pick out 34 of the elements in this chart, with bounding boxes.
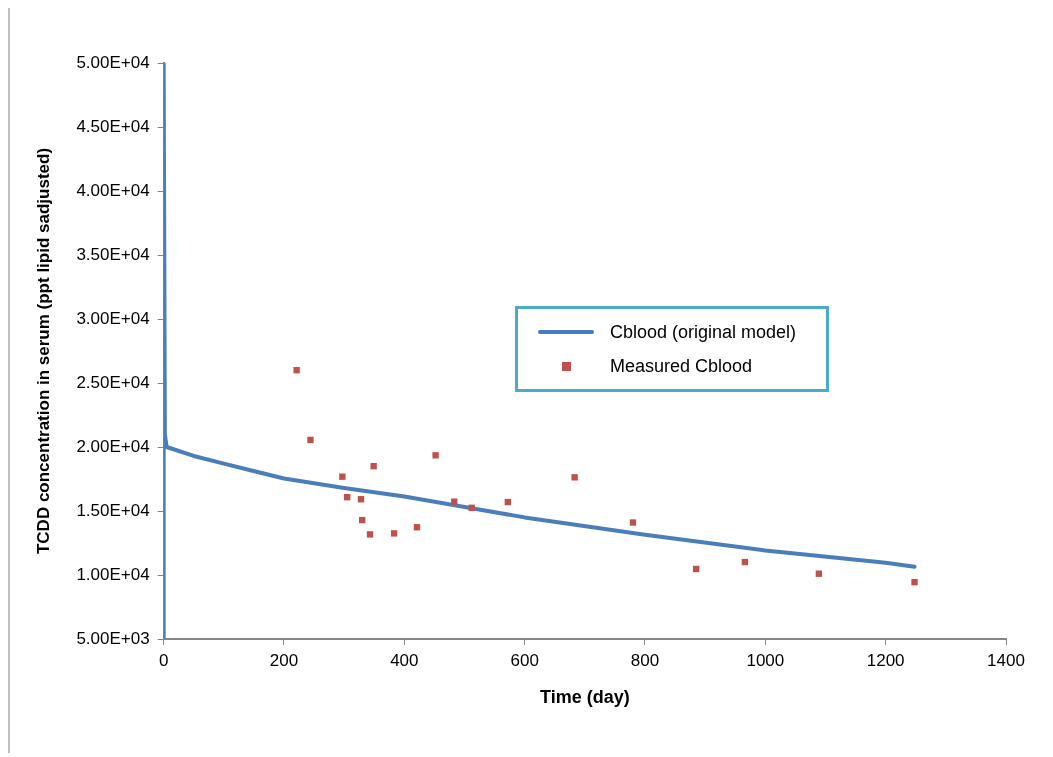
x-tick-label: 600 — [510, 650, 539, 670]
y-tick-label: 5.00E+04 — [76, 52, 150, 72]
point — [911, 578, 918, 586]
x-tick-label: 1200 — [866, 650, 905, 670]
x-tick-label: 0 — [158, 650, 169, 670]
y-axis-title: TCDD concentration in serum (ppt lipid sadjusted) — [33, 147, 53, 555]
point — [339, 473, 346, 480]
point — [571, 474, 578, 481]
point — [468, 504, 475, 511]
legend-label: Measured Cblood — [610, 355, 753, 377]
x-tick-label: 1400 — [987, 650, 1025, 670]
y-tick-label: 3.00E+04 — [76, 308, 150, 328]
y-tick-label: 3.50E+04 — [76, 244, 150, 264]
y-tick-label: 2.00E+04 — [76, 436, 150, 456]
point — [307, 436, 314, 444]
x-tick-label: 800 — [630, 650, 660, 670]
y-tick-label: 1.50E+04 — [76, 500, 150, 520]
point — [451, 498, 458, 505]
point — [293, 367, 300, 374]
legend-label: Cblood (original model) — [610, 321, 797, 343]
x-tick-label: 200 — [269, 650, 299, 670]
point — [629, 519, 637, 526]
y-tick-label: 2.50E+04 — [76, 372, 150, 392]
y-tick-label: 4.50E+04 — [76, 116, 150, 136]
y-tick-label: 1.00E+04 — [76, 564, 150, 584]
point — [370, 463, 377, 470]
x-tick-label: 400 — [390, 650, 419, 670]
y-tick-label: 5.00E+03 — [76, 628, 150, 648]
x-axis-title: Time (day) — [539, 687, 630, 708]
y-tick-label: 4.00E+04 — [76, 180, 150, 200]
point — [390, 530, 398, 537]
point — [366, 531, 374, 538]
point — [432, 452, 439, 459]
x-tick-label: 1000 — [746, 650, 785, 670]
